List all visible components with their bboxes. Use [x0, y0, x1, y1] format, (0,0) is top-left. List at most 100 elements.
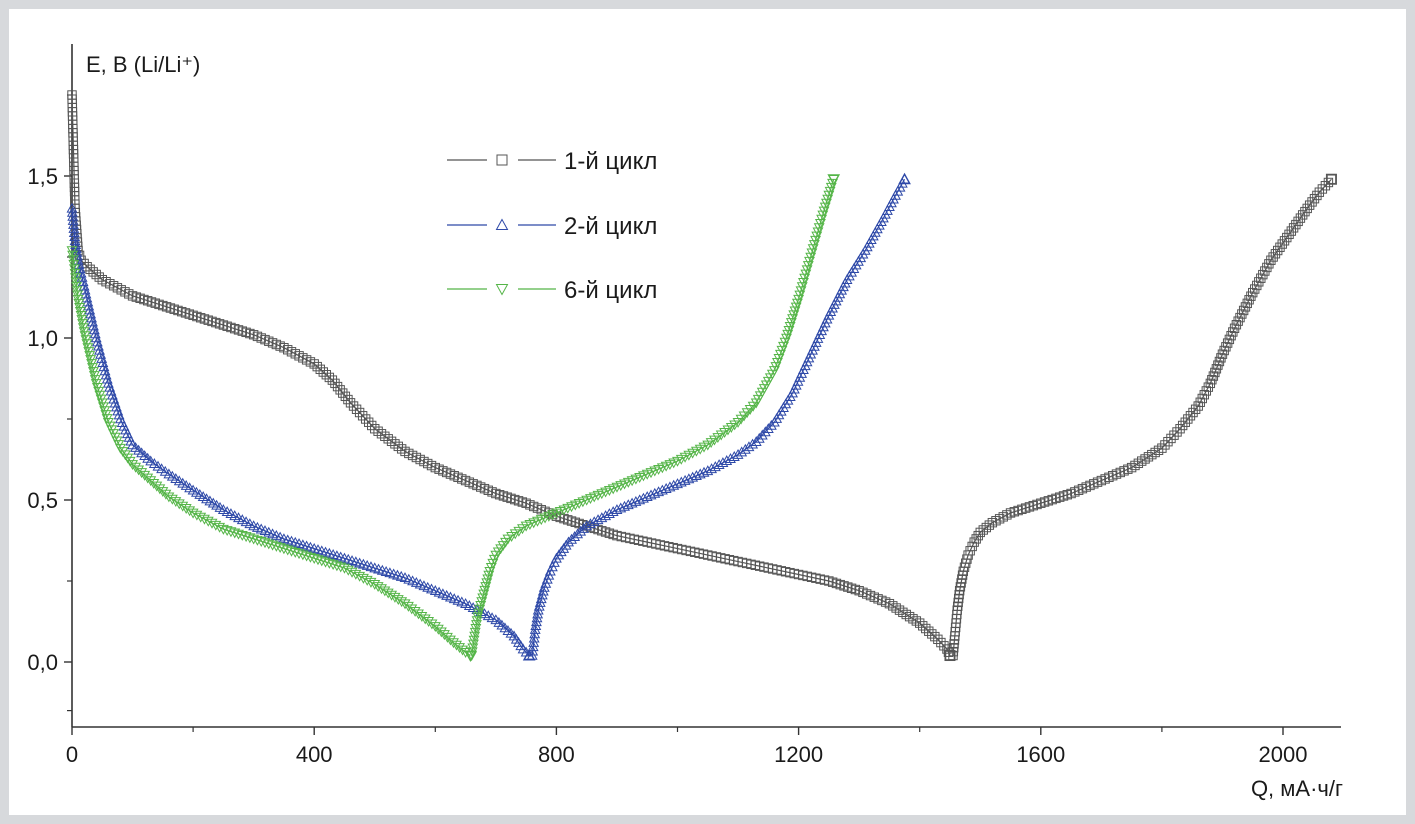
- data-point: [600, 510, 612, 521]
- data-point: [380, 431, 390, 441]
- x-tick-label: 400: [296, 742, 333, 767]
- data-point: [725, 453, 736, 463]
- data-point: [278, 544, 290, 555]
- series-line-discharge: [71, 208, 530, 656]
- data-point: [255, 537, 267, 547]
- data-point: [393, 441, 403, 452]
- data-point: [1180, 417, 1190, 427]
- data-point: [81, 292, 93, 303]
- data-point: [69, 235, 81, 246]
- data-point: [706, 463, 718, 474]
- data-point: [563, 536, 574, 547]
- data-point: [1237, 309, 1247, 319]
- data-point: [472, 612, 484, 623]
- data-point: [74, 263, 86, 274]
- data-point: [1314, 187, 1325, 197]
- data-point: [649, 487, 661, 498]
- data-point: [687, 471, 699, 482]
- data-point: [811, 231, 823, 242]
- data-point: [1312, 190, 1322, 201]
- series-2: [66, 172, 911, 661]
- data-point: [221, 526, 233, 537]
- chart-panel: [9, 9, 1406, 815]
- data-point: [145, 476, 157, 487]
- data-point: [819, 202, 831, 213]
- data-point: [479, 585, 491, 596]
- data-point: [794, 290, 806, 301]
- data-point: [139, 470, 151, 481]
- data-point: [248, 534, 260, 545]
- data-point: [67, 210, 79, 221]
- data-point: [779, 337, 791, 348]
- data-point: [915, 618, 925, 628]
- x-axis-label: Q, мА·ч/г: [1251, 776, 1343, 801]
- data-point: [817, 210, 829, 221]
- axes: 0 400 800 1200 1600 2000 0,0 0,5 1,0 1,5 E, B (L…: [27, 44, 1343, 801]
- data-point: [471, 620, 482, 631]
- data-point: [327, 560, 339, 571]
- data-point: [630, 495, 642, 506]
- data-point: [713, 459, 725, 470]
- data-point: [921, 623, 931, 634]
- data-point: [810, 235, 822, 246]
- data-point: [1216, 353, 1226, 363]
- data-point: [466, 651, 478, 662]
- data-point: [478, 589, 490, 600]
- x-tick-label: 1200: [774, 742, 823, 767]
- data-point: [1214, 356, 1225, 367]
- data-point: [324, 372, 335, 383]
- data-point: [553, 549, 565, 560]
- data-point: [69, 231, 81, 242]
- data-point: [690, 470, 702, 480]
- data-point: [797, 277, 809, 288]
- data-point: [363, 417, 374, 427]
- legend-item-1: 1-й цикл: [447, 148, 657, 175]
- data-point: [813, 223, 825, 234]
- data-point: [251, 535, 263, 546]
- data-point: [824, 186, 836, 197]
- data-point: [383, 434, 393, 444]
- data-point: [615, 502, 627, 513]
- data-point: [981, 522, 992, 533]
- series-line-charge: [471, 179, 835, 656]
- data-point: [793, 294, 805, 305]
- data-point: [487, 558, 499, 569]
- data-point: [1166, 433, 1176, 444]
- data-point: [263, 539, 275, 550]
- data-point: [795, 286, 807, 297]
- data-point: [301, 551, 313, 562]
- data-point: [753, 432, 765, 443]
- data-point: [822, 194, 834, 205]
- data-point: [1002, 510, 1012, 520]
- x-tick-label: 1600: [1016, 742, 1065, 767]
- data-point: [342, 565, 354, 576]
- data-point: [467, 643, 479, 654]
- x-tick-label: 2000: [1259, 742, 1308, 767]
- data-point: [482, 574, 494, 585]
- legend-marker: [495, 284, 509, 296]
- data-point: [721, 455, 733, 465]
- data-point: [816, 214, 828, 225]
- data-point: [672, 478, 683, 489]
- data-point: [101, 373, 113, 384]
- series-1: [67, 90, 1337, 662]
- data-point: [229, 528, 241, 539]
- data-point: [924, 626, 934, 636]
- data-point: [473, 608, 485, 619]
- data-point: [338, 388, 348, 398]
- data-point: [80, 288, 92, 299]
- data-point: [142, 473, 154, 484]
- data-point: [789, 306, 801, 317]
- data-point: [76, 271, 88, 282]
- data-point: [96, 352, 108, 363]
- data-point: [438, 630, 450, 641]
- data-point: [782, 329, 794, 340]
- data-point: [348, 401, 359, 411]
- series-line-discharge: [71, 94, 951, 656]
- data-point-end: [1325, 173, 1337, 185]
- data-point: [110, 401, 122, 412]
- data-point: [1326, 174, 1337, 184]
- data-point: [351, 404, 362, 414]
- data-point: [762, 423, 774, 433]
- data-point: [467, 639, 479, 650]
